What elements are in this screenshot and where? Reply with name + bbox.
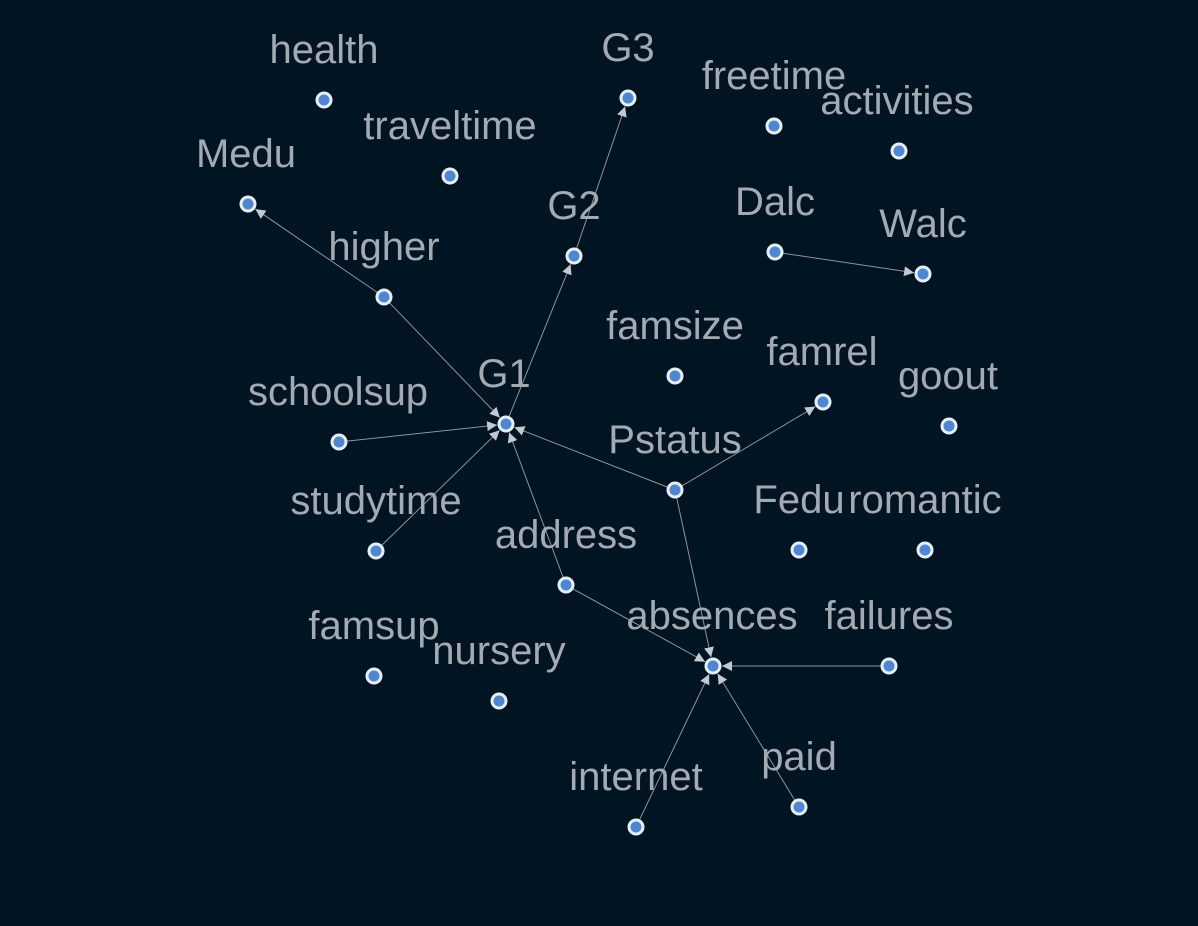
edge-studytime-to-g1 [381, 429, 500, 546]
node-paid[interactable] [790, 798, 808, 816]
node-label-dalc: Dalc [735, 180, 815, 224]
node-label-address: address [495, 513, 637, 557]
node-label-g3: G3 [601, 26, 654, 70]
node-freetime[interactable] [765, 117, 783, 135]
node-label-higher: higher [328, 225, 439, 269]
node-g2[interactable] [565, 247, 583, 265]
node-higher[interactable] [375, 288, 393, 306]
node-famsup[interactable] [365, 667, 383, 685]
node-fedu[interactable] [790, 541, 808, 559]
edge-schoolsup-to-g1 [346, 421, 498, 442]
node-schoolsup[interactable] [330, 433, 348, 451]
edge-pstatus-to-absences [676, 497, 714, 658]
nodes-layer [239, 89, 958, 836]
node-label-famsize: famsize [606, 304, 744, 348]
node-label-famsup: famsup [308, 604, 439, 648]
node-medu[interactable] [239, 195, 257, 213]
node-label-health: health [270, 28, 379, 72]
node-nursery[interactable] [490, 692, 508, 710]
node-walc[interactable] [914, 265, 932, 283]
edge-pstatus-to-g1 [514, 426, 668, 488]
edges-layer [255, 106, 915, 821]
node-label-failures: failures [825, 594, 954, 638]
edge-pstatus-to-famrel [681, 406, 816, 487]
node-internet[interactable] [627, 818, 645, 836]
node-studytime[interactable] [367, 542, 385, 560]
node-romantic[interactable] [916, 541, 934, 559]
edge-paid-to-absences [717, 673, 796, 801]
node-label-internet: internet [569, 755, 702, 799]
node-g3[interactable] [619, 89, 637, 107]
node-label-romantic: romantic [848, 478, 1001, 522]
edge-higher-to-medu [255, 208, 378, 293]
node-address[interactable] [557, 576, 575, 594]
edge-g2-to-g3 [576, 106, 627, 249]
node-goout[interactable] [940, 417, 958, 435]
node-label-g2: G2 [547, 184, 600, 228]
node-label-fedu: Fedu [753, 478, 844, 522]
node-g1[interactable] [497, 415, 515, 433]
node-health[interactable] [315, 91, 333, 109]
node-label-traveltime: traveltime [363, 104, 536, 148]
node-absences[interactable] [704, 657, 722, 675]
node-label-activities: activities [820, 79, 973, 123]
edge-dalc-to-walc [782, 252, 915, 277]
node-failures[interactable] [880, 657, 898, 675]
node-label-g1: G1 [477, 352, 530, 396]
node-label-nursery: nursery [432, 629, 565, 673]
node-pstatus[interactable] [666, 481, 684, 499]
edge-address-to-g1 [507, 432, 564, 578]
edge-internet-to-absences [639, 673, 710, 821]
node-activities[interactable] [890, 142, 908, 160]
node-famsize[interactable] [666, 367, 684, 385]
node-label-freetime: freetime [702, 54, 847, 98]
node-label-goout: goout [898, 354, 998, 398]
node-famrel[interactable] [814, 393, 832, 411]
node-label-medu: Medu [196, 132, 296, 176]
node-traveltime[interactable] [441, 167, 459, 185]
node-dalc[interactable] [766, 243, 784, 261]
edge-address-to-absences [572, 588, 706, 663]
node-label-walc: Walc [879, 202, 966, 246]
edge-higher-to-g1 [389, 302, 501, 418]
node-label-paid: paid [761, 735, 837, 779]
node-label-absences: absences [626, 594, 797, 638]
node-label-schoolsup: schoolsup [248, 370, 428, 414]
edge-g1-to-g2 [508, 264, 572, 417]
node-label-pstatus: Pstatus [608, 418, 741, 462]
node-label-famrel: famrel [766, 330, 877, 374]
node-label-studytime: studytime [290, 479, 461, 523]
